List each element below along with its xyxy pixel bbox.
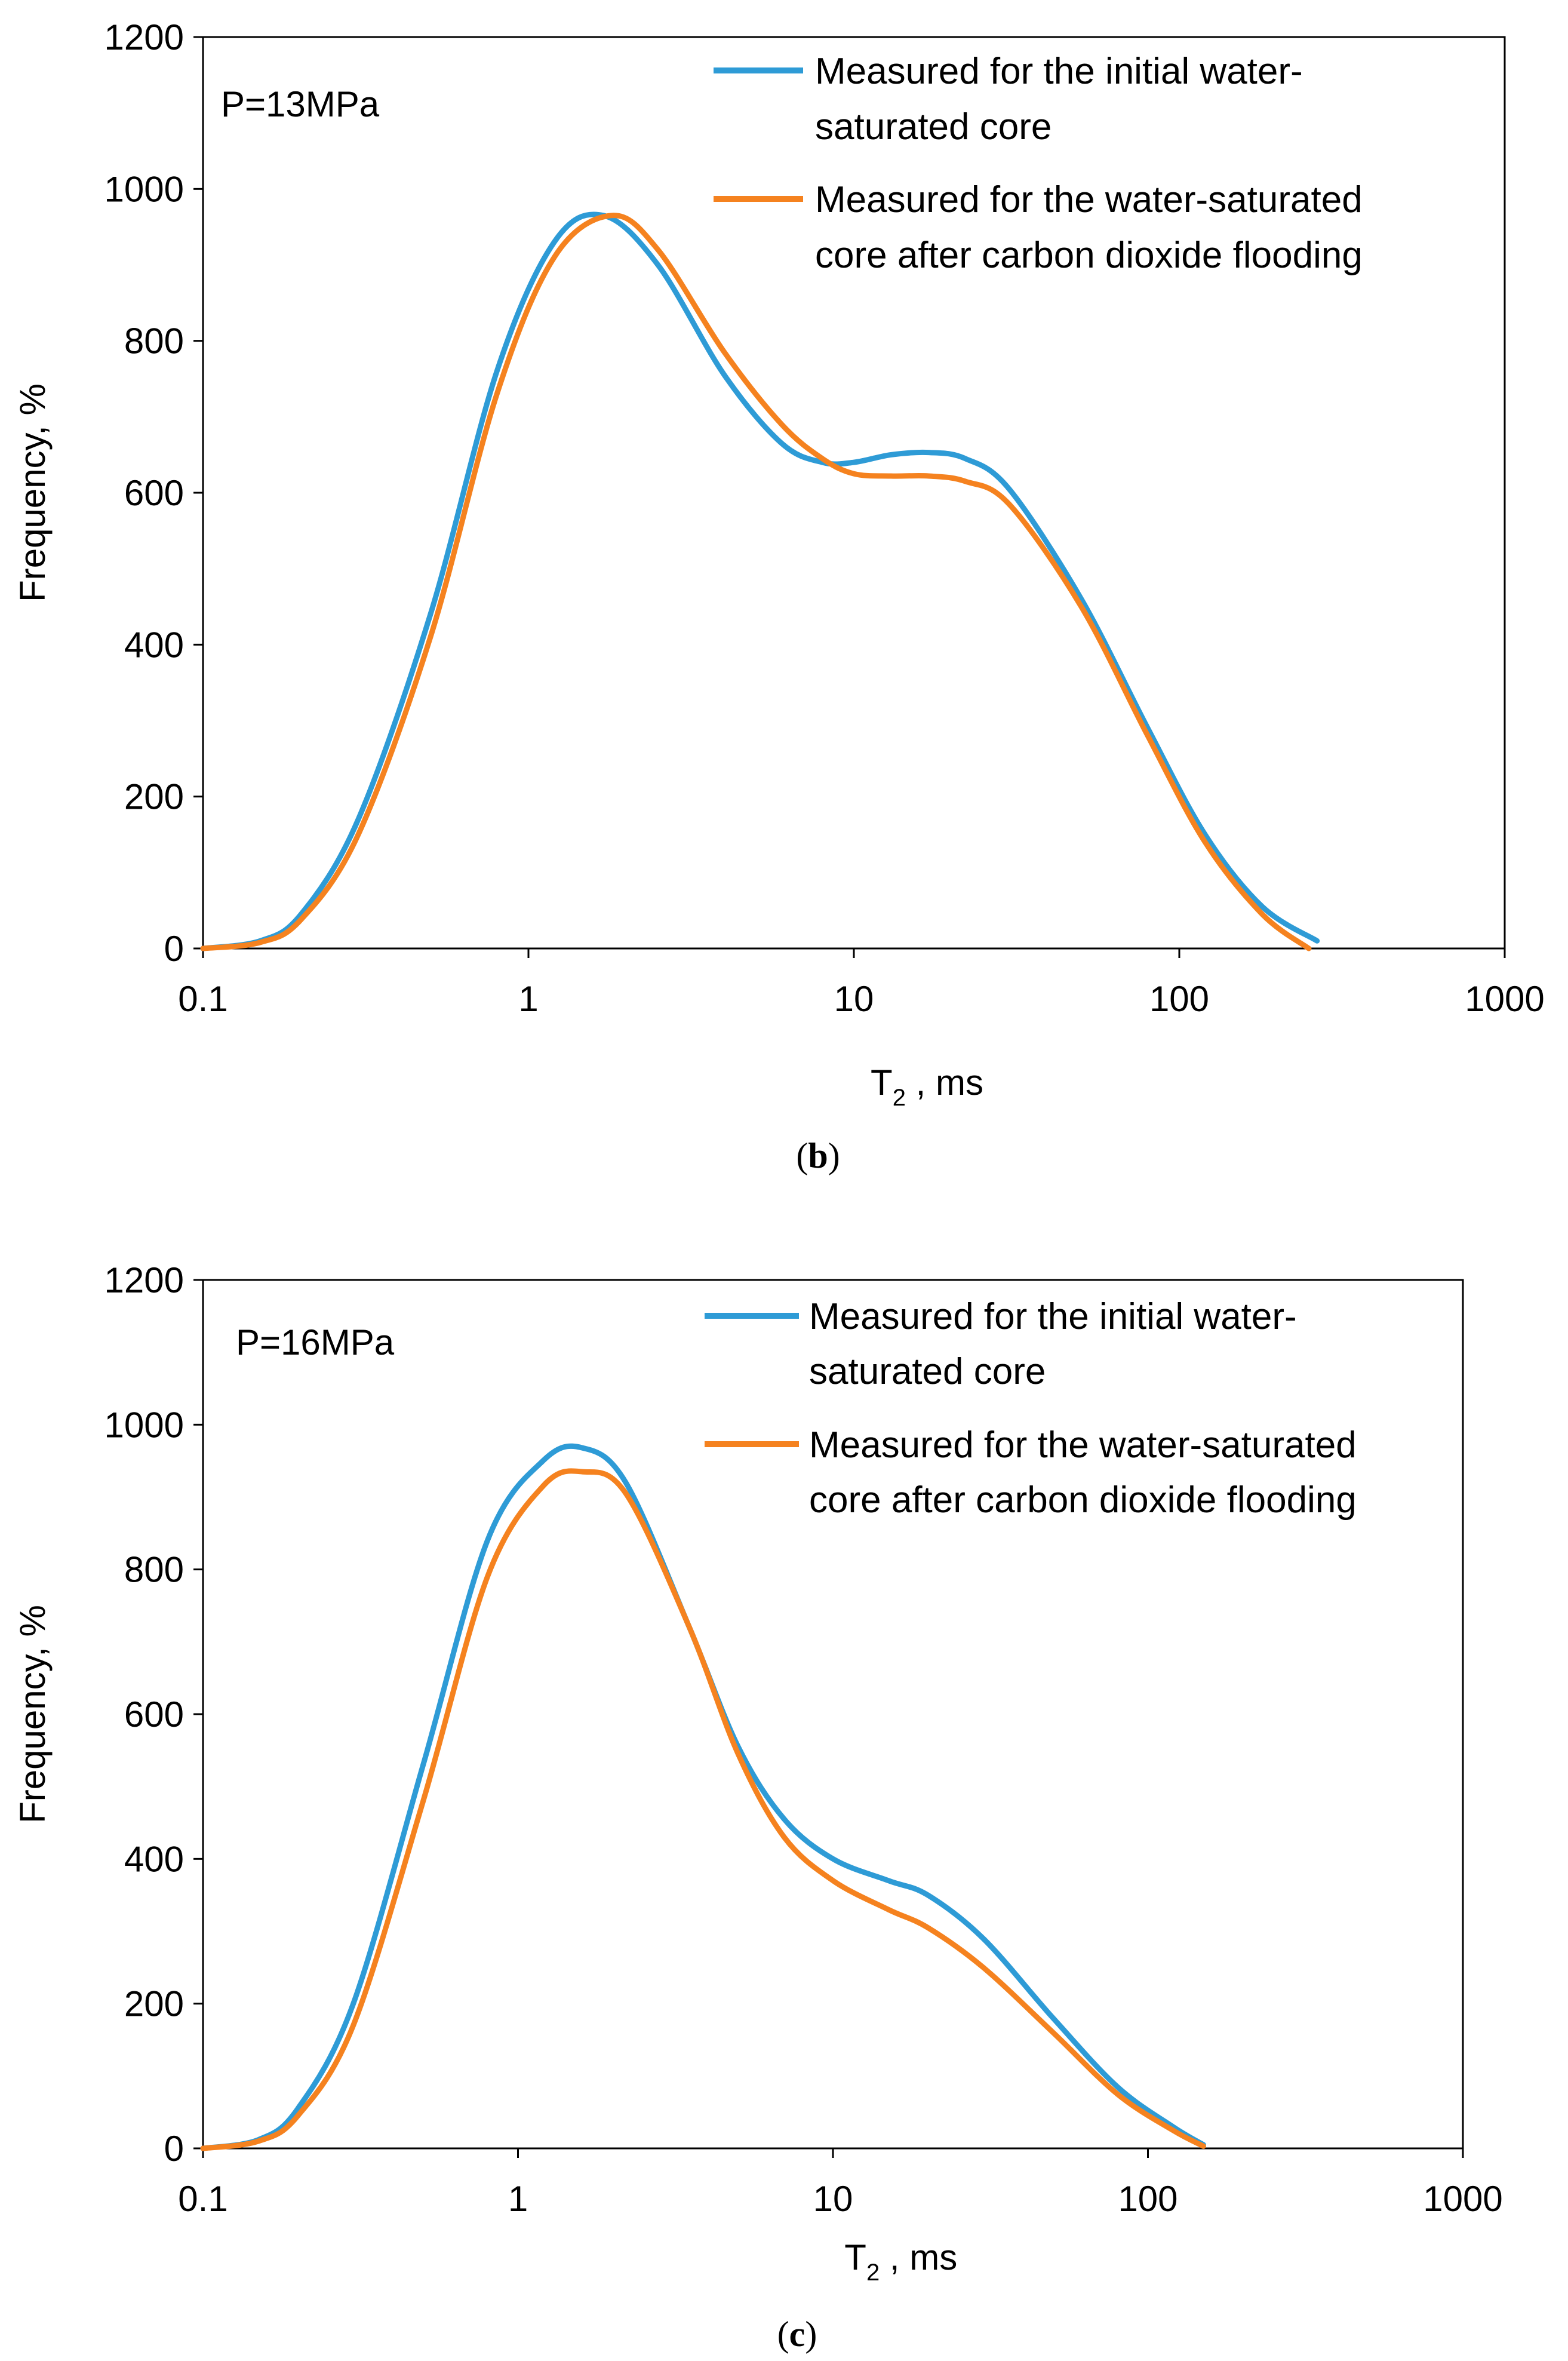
series-line-after-co2: [200, 1468, 1206, 2151]
chart-panel-c: 0 200 400 600 800 1000 1200 0.1 1 10 100 1000 Measur…: [13, 1260, 1503, 2354]
panel-label: (c): [777, 2314, 817, 2354]
x-axis-title: T2 , ms: [844, 2237, 957, 2286]
x-tick-label: 1000: [1423, 2179, 1502, 2219]
legend-entry-after-co2: Measured for the water-saturated: [809, 1424, 1357, 1466]
y-tick-label: 1000: [104, 1405, 184, 1445]
legend-entry-initial: saturated core: [809, 1351, 1046, 1392]
y-tick-label: 400: [124, 625, 184, 665]
series-line-after-co2: [200, 213, 1312, 951]
y-axis-title: Frequency, %: [13, 1605, 53, 1823]
x-tick-label: 100: [1149, 979, 1209, 1019]
y-tick-label: 0: [164, 2129, 184, 2169]
series-line-initial: [200, 1443, 1206, 2151]
x-tick-label: 1000: [1465, 979, 1544, 1019]
series-line-initial: [200, 211, 1320, 951]
x-tick-label: 10: [834, 979, 874, 1019]
legend-entry-after-co2: core after carbon dioxide flooding: [809, 1479, 1357, 1521]
y-tick-label: 800: [124, 1550, 184, 1590]
y-tick-label: 600: [124, 473, 184, 513]
panel-label: (b): [796, 1136, 840, 1175]
y-tick-label: 800: [124, 321, 184, 361]
x-tick-label: 0.1: [178, 2179, 227, 2219]
y-tick-label: 200: [124, 1984, 184, 2024]
pressure-annotation: P=13MPa: [221, 84, 380, 124]
legend-entry-initial: saturated core: [815, 106, 1052, 148]
y-tick-label: 400: [124, 1839, 184, 1879]
plot-frame: [202, 36, 1506, 950]
legend-entry-after-co2: Measured for the water-saturated: [815, 179, 1363, 220]
chart-panel-b: 0 200 400 600 800 1000 1200 0.1 1 10 100 1000 Measur…: [13, 17, 1545, 1175]
y-tick-label: 200: [124, 777, 184, 817]
y-tick-label: 0: [164, 929, 184, 969]
legend-entry-after-co2: core after carbon dioxide flooding: [815, 235, 1363, 276]
y-axis-title: Frequency, %: [13, 383, 53, 602]
legend-entry-initial: Measured for the initial water-: [809, 1296, 1297, 1337]
x-tick-label: 0.1: [178, 979, 227, 1019]
y-tick-label: 1000: [104, 169, 184, 209]
x-tick-label: 1: [508, 2179, 528, 2219]
x-axis-title: T2 , ms: [871, 1063, 983, 1111]
pressure-annotation: P=16MPa: [236, 1322, 395, 1362]
y-tick-label: 1200: [104, 1260, 184, 1300]
y-tick-label: 1200: [104, 17, 184, 57]
plot-frame: [202, 1279, 1464, 2150]
y-tick-label: 600: [124, 1694, 184, 1734]
x-tick-label: 1: [518, 979, 538, 1019]
legend-entry-initial: Measured for the initial water-: [815, 51, 1303, 92]
x-tick-label: 10: [813, 2179, 853, 2219]
x-tick-label: 100: [1118, 2179, 1177, 2219]
